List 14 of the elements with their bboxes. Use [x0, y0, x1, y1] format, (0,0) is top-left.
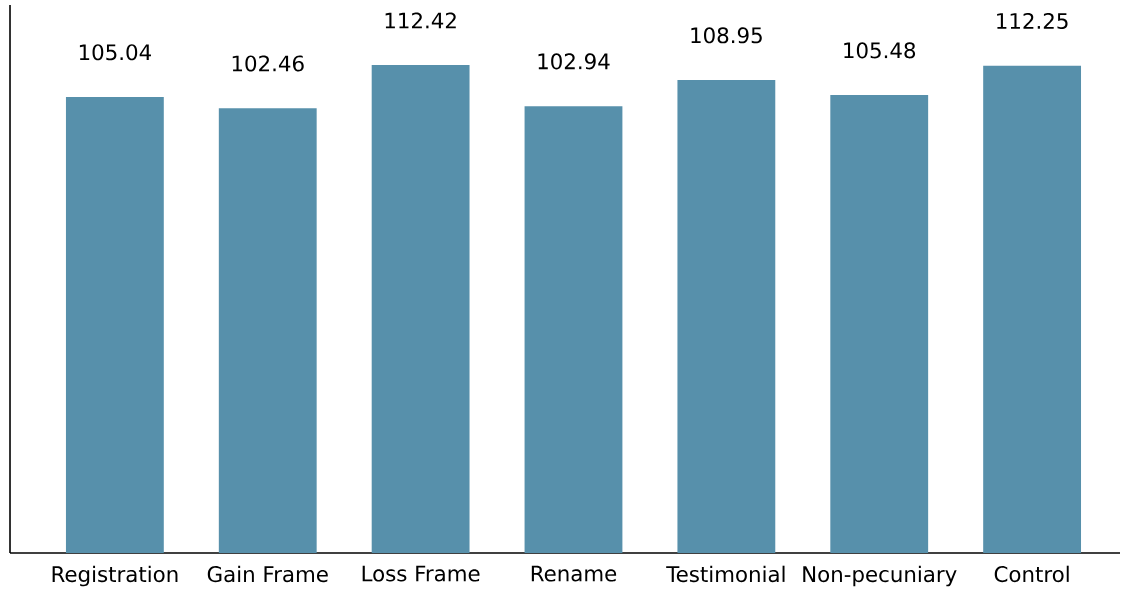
data-label: 112.42	[385, 12, 456, 29]
x-tick-label: Testimonial	[666, 565, 785, 583]
data-label: 105.48	[844, 42, 916, 59]
x-tick-label: Control	[994, 565, 1069, 583]
data-label: 108.95	[691, 27, 762, 44]
data-label: 102.46	[232, 55, 304, 72]
data-label: 105.04	[79, 44, 151, 61]
x-tick-label: Loss Frame	[362, 565, 480, 582]
data-label: 102.94	[538, 53, 610, 70]
x-tick-label: Gain Frame	[207, 565, 328, 583]
x-tick-label: Rename	[531, 565, 617, 582]
x-tick-label: Registration	[52, 565, 178, 587]
x-tick-label: Non-pecuniary	[803, 565, 957, 587]
data-label: 112.25	[997, 12, 1068, 30]
